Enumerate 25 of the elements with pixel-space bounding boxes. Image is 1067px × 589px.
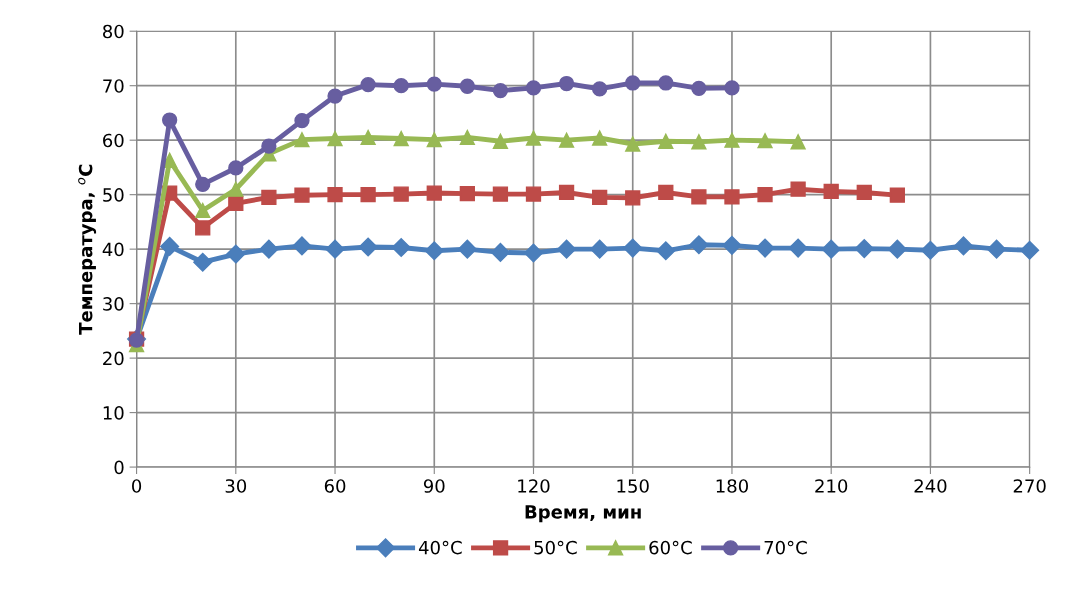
- x-tick-label: 180: [716, 479, 748, 493]
- x-tick-label: 90: [423, 479, 445, 493]
- y-tick-label: 60: [103, 133, 124, 148]
- y-tick-label: 70: [103, 79, 124, 93]
- x-tick-label: 0: [132, 479, 142, 493]
- x-tick-label: 150: [617, 479, 649, 493]
- x-tick-label: 120: [518, 479, 550, 493]
- y-tick-label: 40: [102, 242, 124, 257]
- legend-label: 70°C: [764, 540, 807, 555]
- y-tick-label: 50: [103, 188, 124, 202]
- legend-label: 60°C: [649, 540, 692, 555]
- y-tick-label: 30: [103, 297, 124, 311]
- x-tick-label: 270: [1013, 479, 1046, 493]
- y-tick-label: 0: [114, 460, 124, 475]
- y-tick-label: 10: [103, 406, 124, 420]
- legend-label: 40°C: [418, 540, 462, 555]
- y-tick-label: 80: [103, 24, 124, 39]
- legend-label: 50°C: [534, 540, 577, 555]
- x-tick-label: 30: [225, 479, 247, 493]
- x-tick-label: 60: [324, 479, 346, 493]
- y-tick-label: 20: [103, 351, 124, 366]
- x-tick-label: 240: [914, 479, 947, 493]
- x-axis-title: Время, мин: [525, 505, 641, 523]
- y-axis-title: Температура, $^{o}$C: [78, 164, 97, 335]
- x-tick-label: 210: [815, 479, 848, 493]
